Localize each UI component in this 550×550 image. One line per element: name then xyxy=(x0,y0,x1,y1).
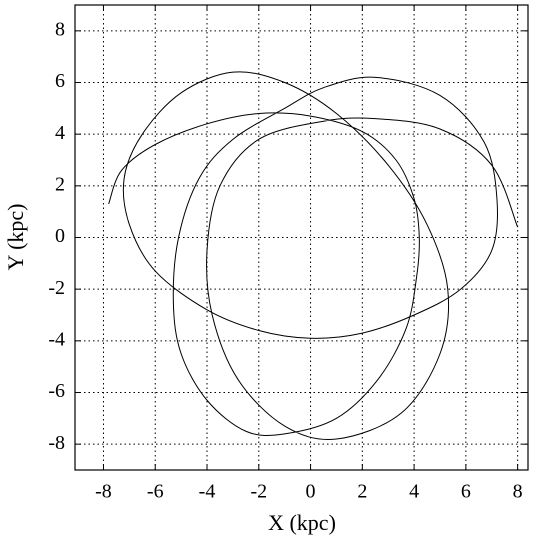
x-tick-label: -2 xyxy=(250,481,267,503)
x-axis-label: X (kpc) xyxy=(268,510,336,535)
y-tick-label: -2 xyxy=(48,277,65,299)
x-tick-label: -6 xyxy=(147,481,164,503)
orbit-line xyxy=(108,71,519,440)
x-tick-label: 2 xyxy=(357,481,367,503)
y-tick-label: -8 xyxy=(48,432,65,454)
y-tick-label: -4 xyxy=(48,328,65,350)
y-tick-label: 8 xyxy=(55,18,65,40)
y-tick-label: 0 xyxy=(55,225,65,247)
x-tick-label: 6 xyxy=(461,481,471,503)
x-tick-label: -4 xyxy=(199,481,216,503)
y-tick-label: 6 xyxy=(55,70,65,92)
x-tick-label: 0 xyxy=(306,481,316,503)
x-tick-label: -8 xyxy=(95,481,112,503)
y-axis-label: Y (kpc) xyxy=(3,204,28,271)
y-tick-label: -6 xyxy=(48,380,65,402)
y-tick-label: 2 xyxy=(55,173,65,195)
x-tick-label: 4 xyxy=(409,481,419,503)
x-tick-label: 8 xyxy=(513,481,523,503)
y-tick-label: 4 xyxy=(55,122,65,144)
plot-frame xyxy=(74,4,529,471)
